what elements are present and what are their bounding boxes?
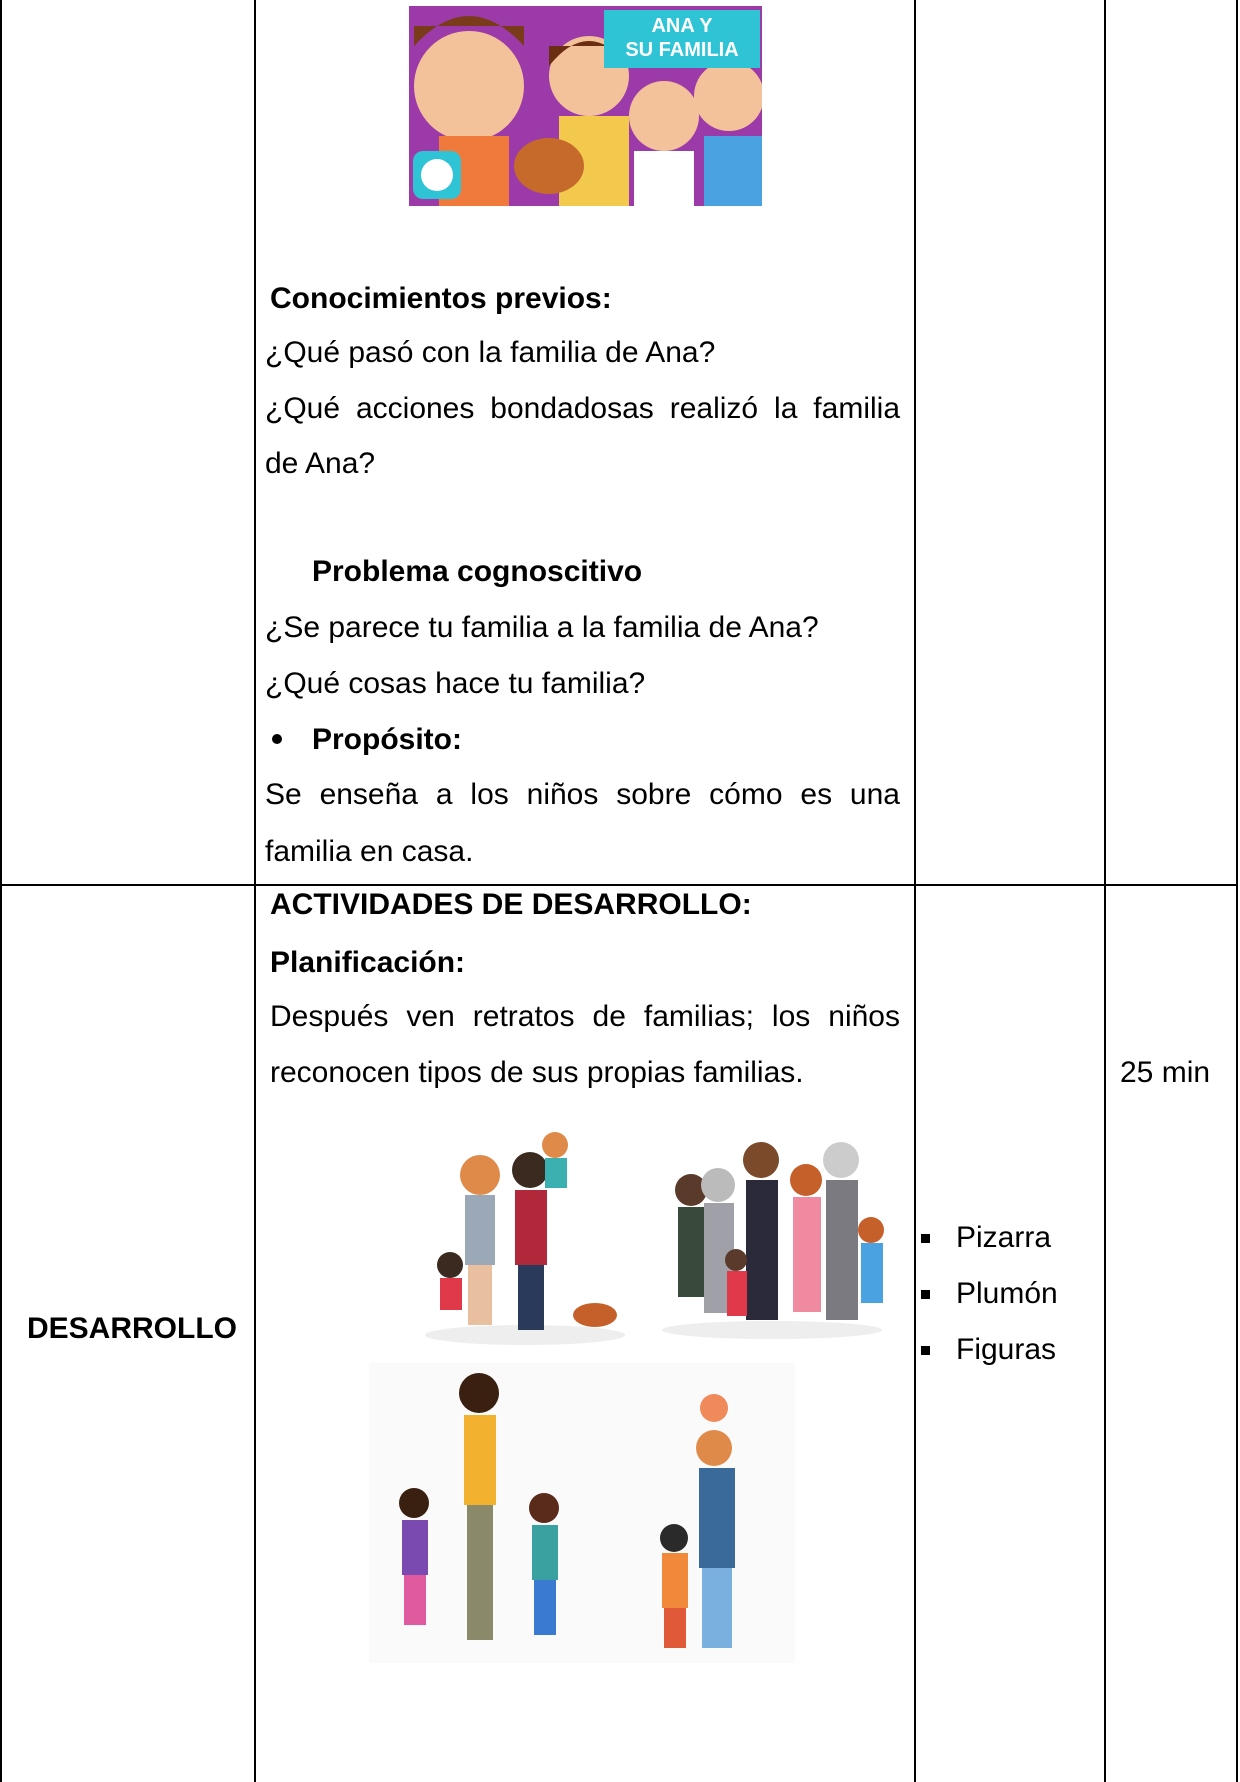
table-border	[1104, 0, 1106, 1782]
table-border	[914, 0, 916, 1782]
section-heading: Problema cognoscitivo	[312, 555, 643, 588]
section-heading: Planificación:	[270, 946, 466, 979]
question: ¿Se parece tu familia a la familia de An…	[265, 611, 819, 644]
question: ¿Qué pasó con la familia de Ana?	[265, 336, 716, 369]
bullet	[272, 734, 282, 744]
material: Plumón	[956, 1277, 1058, 1310]
family-image	[369, 1363, 795, 1663]
table-border	[0, 0, 2, 1782]
image-caption: SU FAMILIA	[625, 39, 738, 61]
bullet	[921, 1346, 930, 1355]
time: 25 min	[1120, 1056, 1211, 1089]
story-image: ANA Y SU FAMILIA	[409, 6, 762, 206]
question: ¿Qué acciones bondadosas realizó la fami…	[265, 392, 900, 425]
paragraph-line: Se enseña a los niños sobre cómo es una	[265, 778, 900, 811]
image-caption: ANA Y	[651, 15, 713, 37]
bullet	[921, 1234, 930, 1243]
question: de Ana?	[265, 447, 376, 480]
question: ¿Qué cosas hace tu familia?	[265, 667, 646, 700]
table-border	[0, 884, 1238, 886]
paragraph-line: reconocen tipos de sus propias familias.	[270, 1056, 804, 1089]
section-heading: Conocimientos previos:	[270, 282, 612, 315]
family-image	[662, 1142, 884, 1339]
material: Pizarra	[956, 1221, 1052, 1254]
section-heading: Propósito:	[312, 723, 462, 756]
paragraph-line: familia en casa.	[265, 835, 474, 868]
family-image	[425, 1132, 625, 1345]
table-border	[254, 0, 256, 1782]
table-border	[1236, 0, 1238, 1782]
paragraph-line: Después ven retratos de familias; los ni…	[270, 1000, 900, 1033]
stage-label: DESARROLLO	[27, 1312, 237, 1345]
material: Figuras	[956, 1333, 1057, 1366]
bullet	[921, 1290, 930, 1299]
section-heading: ACTIVIDADES DE DESARROLLO:	[270, 888, 752, 921]
